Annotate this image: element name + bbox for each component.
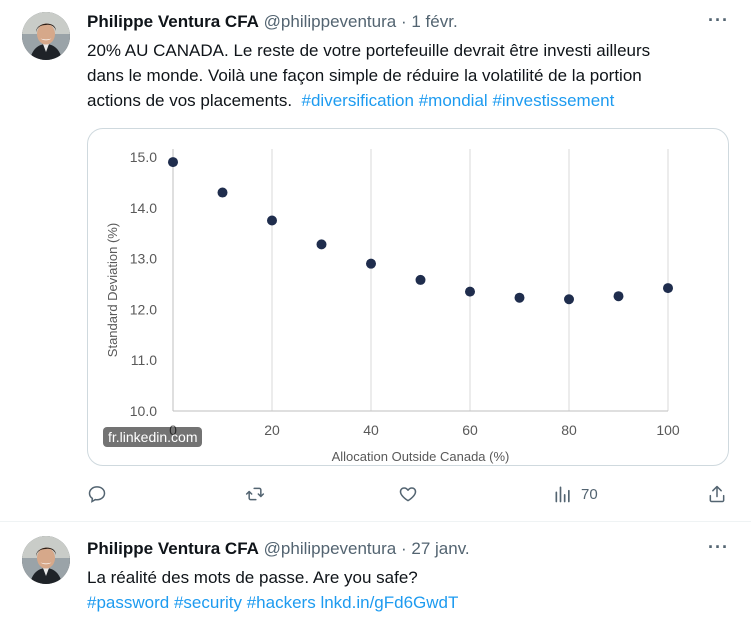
tweet-text-line: 20% AU CANADA. Le reste de votre portefe… [87,41,651,60]
link-card[interactable]: 10.011.012.013.014.015.0020406080100Allo… [87,128,729,466]
tweet-header: Philippe Ventura CFA @philippeventura · … [87,10,731,33]
share-icon [709,485,725,503]
tweet-header: Philippe Ventura CFA @philippeventura · … [87,537,731,560]
more-options-icon[interactable]: ··· [708,10,729,30]
hashtag-link[interactable]: #mondial [418,91,488,110]
y-tick-label: 14.0 [130,200,157,216]
data-point [564,294,574,305]
link-domain-badge: fr.linkedin.com [103,427,203,447]
y-tick-label: 13.0 [130,251,157,267]
hashtag-link[interactable]: #hackers [246,593,316,612]
x-tick-label: 40 [363,422,379,438]
like-icon [399,487,417,502]
data-point [217,187,228,198]
short-link[interactable]: lnkd.in/gFd6GwdT [320,593,459,612]
data-point [514,292,525,303]
tweet[interactable]: Philippe Ventura CFA @philippeventura · … [0,523,751,619]
scatter-chart: 10.011.012.013.014.015.0020406080100Allo… [105,149,680,464]
data-point [663,283,673,294]
tweet-text: 20% AU CANADA. Le reste de votre portefe… [87,38,727,113]
data-point [366,258,376,269]
y-tick-label: 11.0 [131,352,157,368]
tweet-actions: 70 [87,483,727,507]
author-handle[interactable]: @philippeventura [263,539,397,558]
like-button[interactable] [398,483,418,505]
hashtag-link[interactable]: #diversification [301,91,414,110]
hashtag-link[interactable]: #security [173,593,242,612]
tweet-text-line: La réalité des mots de passe. Are you sa… [87,568,418,587]
more-options-icon[interactable]: ··· [708,537,729,557]
hashtag-link[interactable]: #investissement [492,91,615,110]
avatar[interactable] [22,536,70,584]
tweet-text-line: actions de vos placements. [87,91,293,110]
data-point [168,157,178,168]
views-icon [555,486,570,503]
views-count: 70 [581,485,598,503]
retweet-button[interactable] [245,483,265,505]
y-tick-label: 10.0 [130,403,157,419]
tweet-text: La réalité des mots de passe. Are you sa… [87,565,727,615]
hashtag-link[interactable]: #password [87,593,170,612]
separator: · [400,539,407,558]
y-tick-label: 12.0 [130,301,157,317]
tweet-text-line: dans le monde. Voilà une façon simple de… [87,66,642,85]
data-point [267,215,277,226]
data-point [316,239,327,250]
separator: · [400,12,407,31]
reply-icon [88,486,106,503]
reply-button[interactable] [87,483,107,505]
share-button[interactable] [707,483,727,505]
tweet[interactable]: Philippe Ventura CFA @philippeventura · … [0,0,751,522]
data-point [613,291,624,302]
views-button[interactable]: 70 [553,483,598,505]
x-tick-label: 60 [462,422,478,438]
data-point [415,274,426,285]
author-name[interactable]: Philippe Ventura CFA [87,539,259,558]
data-point [465,286,475,297]
y-tick-label: 15.0 [130,149,157,165]
author-handle[interactable]: @philippeventura [263,12,397,31]
x-tick-label: 80 [561,422,577,438]
x-axis-title: Allocation Outside Canada (%) [332,449,510,464]
y-axis-title: Standard Deviation (%) [105,223,120,357]
avatar[interactable] [22,12,70,60]
tweet-date[interactable]: 1 févr. [411,12,458,31]
x-tick-label: 20 [264,422,280,438]
x-tick-label: 100 [656,422,680,438]
author-name[interactable]: Philippe Ventura CFA [87,12,259,31]
tweet-date[interactable]: 27 janv. [411,539,470,558]
retweet-icon [245,487,265,501]
